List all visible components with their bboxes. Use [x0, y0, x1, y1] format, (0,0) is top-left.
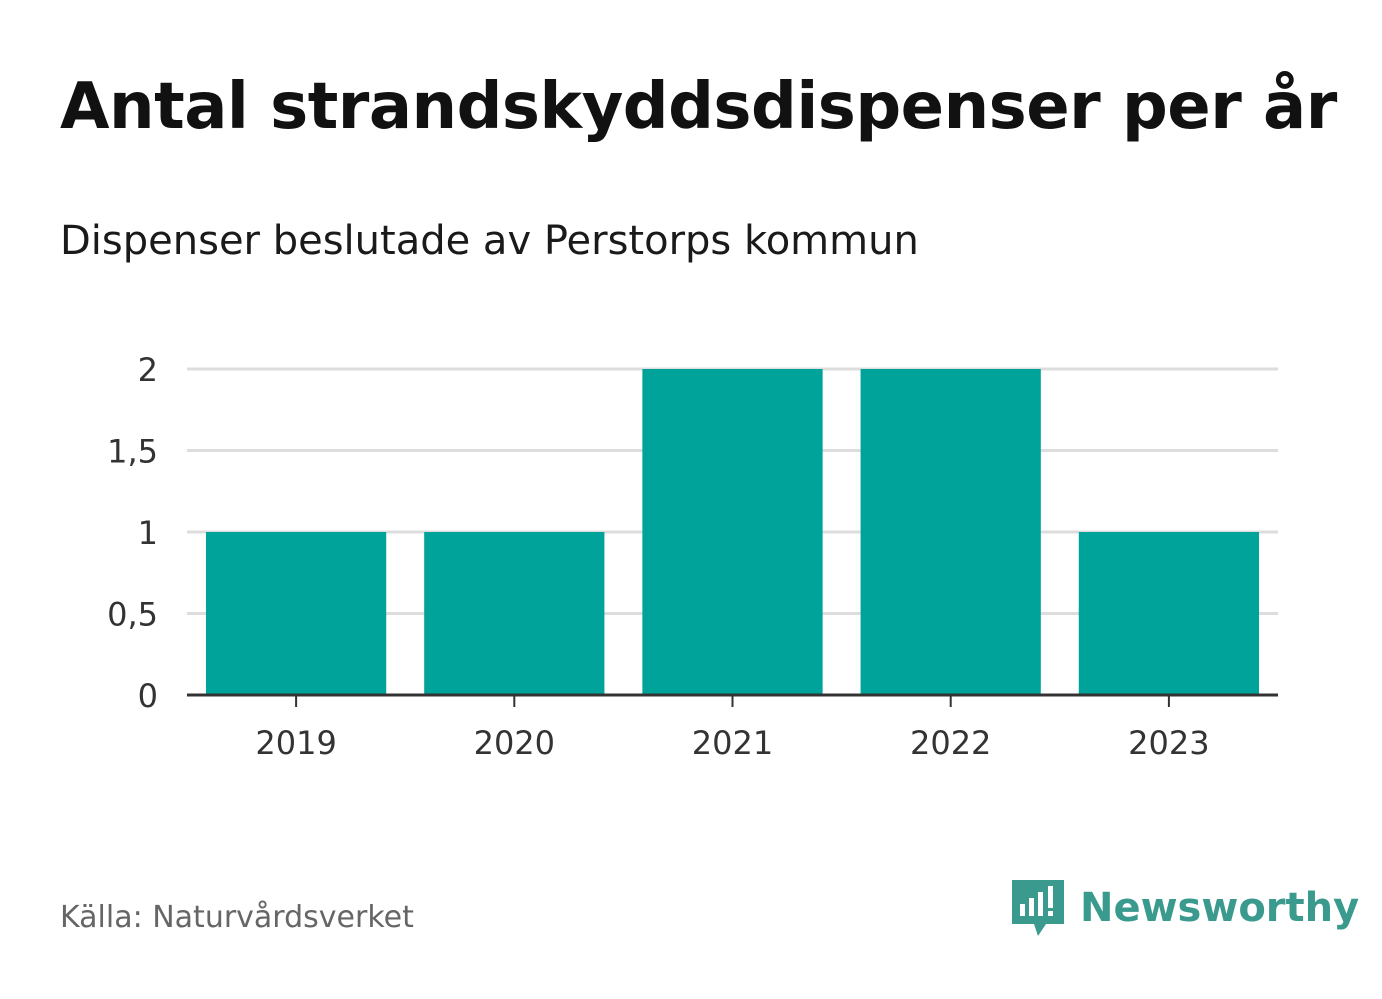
- x-tick-label: 2020: [474, 724, 555, 762]
- y-tick-label: 2: [138, 351, 158, 389]
- bar-2021: [642, 369, 823, 695]
- brand-logo: Newsworthy: [1010, 878, 1359, 938]
- tick-labels: 0 0,5 1 1,5 2 2019 2020 2021 2022 2023: [107, 351, 1210, 762]
- brand-name: Newsworthy: [1080, 885, 1360, 931]
- bar-2019: [205, 532, 387, 695]
- x-tick-label: 2019: [255, 724, 336, 762]
- chart-title: Antal strandskyddsdispenser per år: [60, 70, 1337, 144]
- x-tick-label: 2021: [692, 724, 773, 762]
- x-tick-label: 2023: [1128, 724, 1209, 762]
- chart-subtitle: Dispenser beslutade av Perstorps kommun: [60, 218, 919, 264]
- bar-2023: [1078, 532, 1260, 695]
- axes: [187, 693, 1278, 707]
- y-tick-label: 0: [138, 677, 158, 715]
- y-tick-label: 1,5: [107, 433, 158, 471]
- x-tick-label: 2022: [910, 724, 991, 762]
- bars: [205, 369, 1260, 695]
- bar-2020: [424, 532, 605, 695]
- bar-2022: [860, 369, 1041, 695]
- newsworthy-logo-icon: [1012, 880, 1064, 936]
- y-tick-label: 0,5: [107, 596, 158, 634]
- y-tick-label: 1: [138, 514, 158, 552]
- source-note: Källa: Naturvårdsverket: [60, 900, 414, 935]
